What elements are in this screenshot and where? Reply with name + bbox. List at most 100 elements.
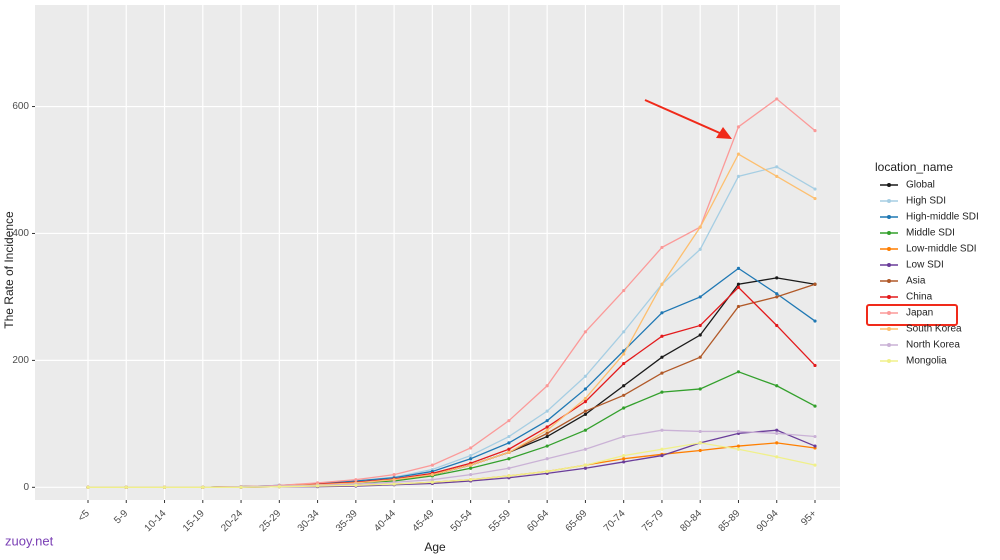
series-point (736, 304, 741, 309)
x-tick-label: 45-49 (410, 508, 436, 534)
x-axis-label: Age (424, 540, 446, 554)
legend-label: High SDI (906, 196, 946, 207)
series-point (277, 485, 281, 489)
legend-label: Asia (906, 276, 926, 287)
series-point (813, 444, 817, 448)
series-point (545, 409, 549, 413)
x-tick-label: 35-39 (334, 508, 360, 534)
series-point (622, 434, 626, 439)
series-point (622, 460, 626, 464)
x-tick-label: 10-14 (143, 508, 169, 534)
legend-label: China (906, 292, 933, 303)
series-point (545, 457, 549, 461)
series-point (660, 355, 664, 359)
series-point (622, 406, 626, 410)
legend-label: Global (906, 180, 935, 191)
series-point (86, 485, 90, 489)
series-point (507, 450, 511, 455)
series-point (698, 225, 702, 229)
series-point (545, 428, 549, 432)
series-point (736, 370, 741, 374)
series-point (813, 319, 817, 323)
series-point (469, 457, 473, 461)
series-point (698, 387, 702, 391)
legend-label: North Korea (906, 340, 960, 351)
series-point (736, 429, 741, 434)
series-point (736, 174, 741, 178)
x-tick-label: 70-74 (602, 508, 628, 534)
series-point (583, 396, 588, 401)
series-point (736, 285, 741, 290)
legend-key-point (887, 311, 891, 315)
series-point (813, 404, 817, 408)
series-point (698, 429, 702, 434)
x-tick-label: 60-64 (525, 508, 551, 534)
series-point (545, 469, 549, 474)
series-point (698, 247, 702, 251)
series-point (239, 485, 243, 489)
series-point (622, 352, 626, 356)
series-point (775, 276, 779, 280)
series-point (354, 478, 358, 482)
y-tick-label: 600 (12, 101, 29, 112)
series-point (622, 288, 626, 293)
series-point (469, 446, 473, 450)
series-point (660, 282, 664, 286)
series-point (698, 333, 702, 337)
series-point (583, 428, 588, 432)
series-point (430, 480, 434, 484)
series-point (775, 455, 779, 459)
series-point (583, 400, 588, 404)
series-point (315, 484, 320, 488)
legend-label: Low SDI (906, 260, 944, 271)
series-point (698, 295, 702, 299)
legend-key-point (887, 247, 891, 251)
series-point (736, 125, 741, 129)
series-point (813, 196, 817, 201)
series-point (660, 428, 664, 432)
series-point (430, 463, 434, 467)
legend-key-point (887, 231, 891, 235)
series-point (698, 448, 702, 453)
annotation-arrow (644, 99, 723, 135)
series-point (775, 428, 779, 432)
series-point (507, 474, 511, 478)
series-point (583, 387, 588, 391)
legend-key-point (887, 183, 891, 187)
plot-panel (35, 5, 840, 500)
series-point (162, 485, 167, 489)
series-point (622, 393, 626, 397)
series-point (430, 478, 434, 482)
series-point (392, 473, 396, 477)
series-point (392, 478, 396, 482)
x-tick-label: 15-19 (181, 508, 207, 534)
legend-label: High-middle SDI (906, 212, 979, 223)
series-point (660, 371, 664, 375)
series-point (469, 453, 473, 458)
annotation-arrowhead (716, 127, 732, 139)
series-point (736, 152, 741, 156)
series-point (430, 473, 434, 477)
series-point (507, 419, 511, 423)
legend-key-point (887, 295, 891, 299)
y-axis-label: The Rate of Incidence (2, 211, 16, 329)
series-point (775, 431, 779, 435)
series-point (622, 361, 626, 366)
series-point (469, 478, 473, 482)
series-point (507, 447, 511, 451)
watermark: zuoy.net (5, 533, 54, 548)
series-point (622, 384, 626, 388)
series-point (545, 384, 549, 388)
x-tick-label: 30-34 (296, 508, 322, 534)
y-tick-label: 0 (23, 482, 29, 493)
y-tick-label: 400 (12, 228, 29, 239)
series-point (583, 447, 588, 451)
series-point (469, 463, 473, 467)
series-point (736, 447, 741, 451)
series-point (622, 330, 626, 334)
series-point (583, 374, 588, 378)
x-tick-label: 80-84 (678, 508, 704, 534)
series-point (545, 431, 549, 435)
series-point (507, 466, 511, 470)
